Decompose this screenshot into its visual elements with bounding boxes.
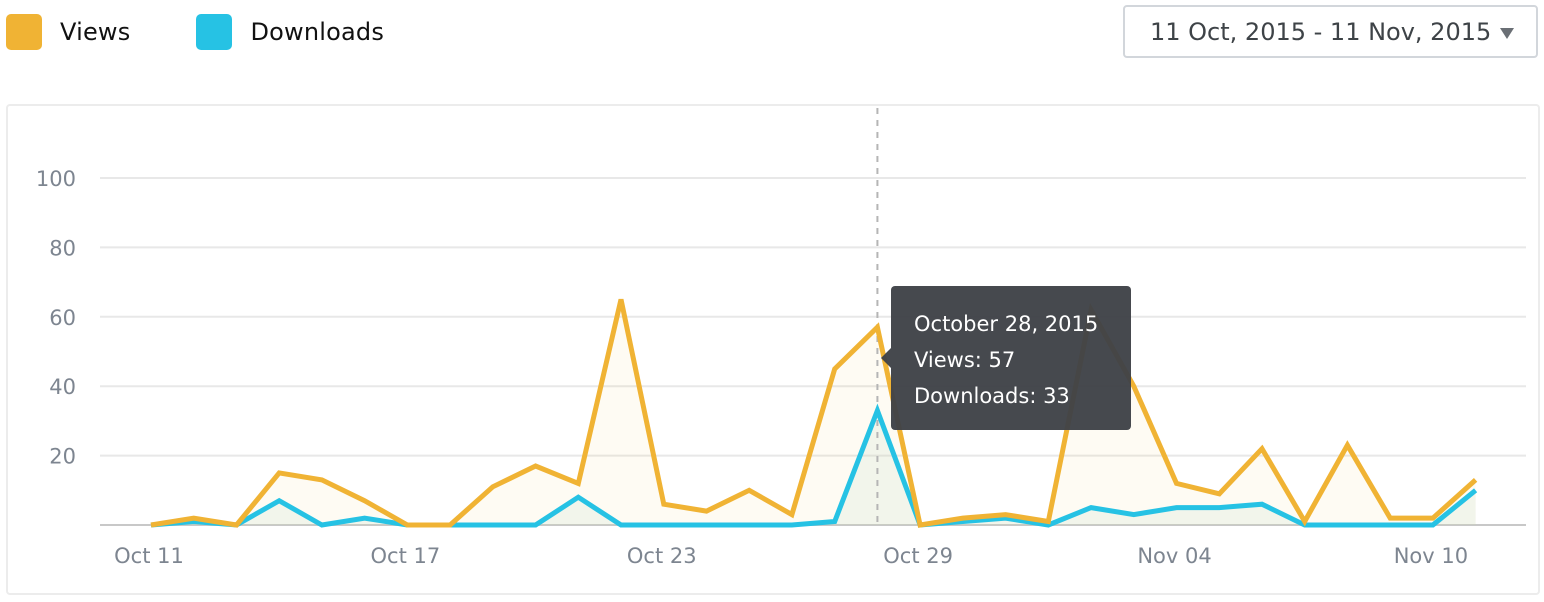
x-tick-label: Oct 29 <box>883 544 953 568</box>
x-tick-label: Oct 11 <box>114 544 184 568</box>
legend-item-views[interactable]: Views <box>6 14 130 50</box>
legend-label-downloads: Downloads <box>250 18 385 46</box>
series-lines <box>150 298 1478 528</box>
legend-label-views: Views <box>60 18 131 46</box>
y-tick-label: 20 <box>49 445 76 469</box>
y-tick-label: 40 <box>49 375 76 399</box>
legend-item-downloads[interactable]: Downloads <box>196 14 384 50</box>
downloads-area <box>151 410 1476 525</box>
x-axis: Oct 11 Oct 17 Oct 23 Oct 29 Nov 04 Nov 10 <box>114 544 1468 568</box>
downloads-swatch-icon <box>196 14 233 50</box>
x-tick-label: Oct 23 <box>627 544 697 568</box>
y-tick-label: 60 <box>49 306 76 330</box>
series-areas <box>151 299 1476 525</box>
x-tick-label: Oct 17 <box>371 544 441 568</box>
y-tick-label: 80 <box>49 236 76 260</box>
tooltip-downloads: Downloads: 33 <box>914 384 1070 408</box>
views-line[interactable] <box>150 298 1478 528</box>
x-tick-label: Nov 04 <box>1137 544 1211 568</box>
views-swatch-icon <box>6 14 42 50</box>
date-range-dropdown[interactable]: 11 Oct, 2015 - 11 Nov, 2015 <box>1123 5 1538 58</box>
tooltip-views: Views: 57 <box>914 348 1016 372</box>
tooltip-date: October 28, 2015 <box>914 312 1099 336</box>
chart-legend: Views Downloads <box>6 14 450 50</box>
chart-container <box>6 104 1540 595</box>
y-tick-label: 100 <box>36 167 76 191</box>
views-area <box>151 299 1476 525</box>
chart-tooltip: October 28, 2015 Views: 57 Downloads: 33 <box>881 286 1131 430</box>
downloads-line[interactable] <box>150 403 1478 528</box>
y-axis: 20 40 60 80 100 <box>36 167 76 469</box>
x-tick-label: Nov 10 <box>1394 544 1468 568</box>
caret-down-icon <box>1500 28 1514 39</box>
date-range-label: 11 Oct, 2015 - 11 Nov, 2015 <box>1150 17 1492 46</box>
